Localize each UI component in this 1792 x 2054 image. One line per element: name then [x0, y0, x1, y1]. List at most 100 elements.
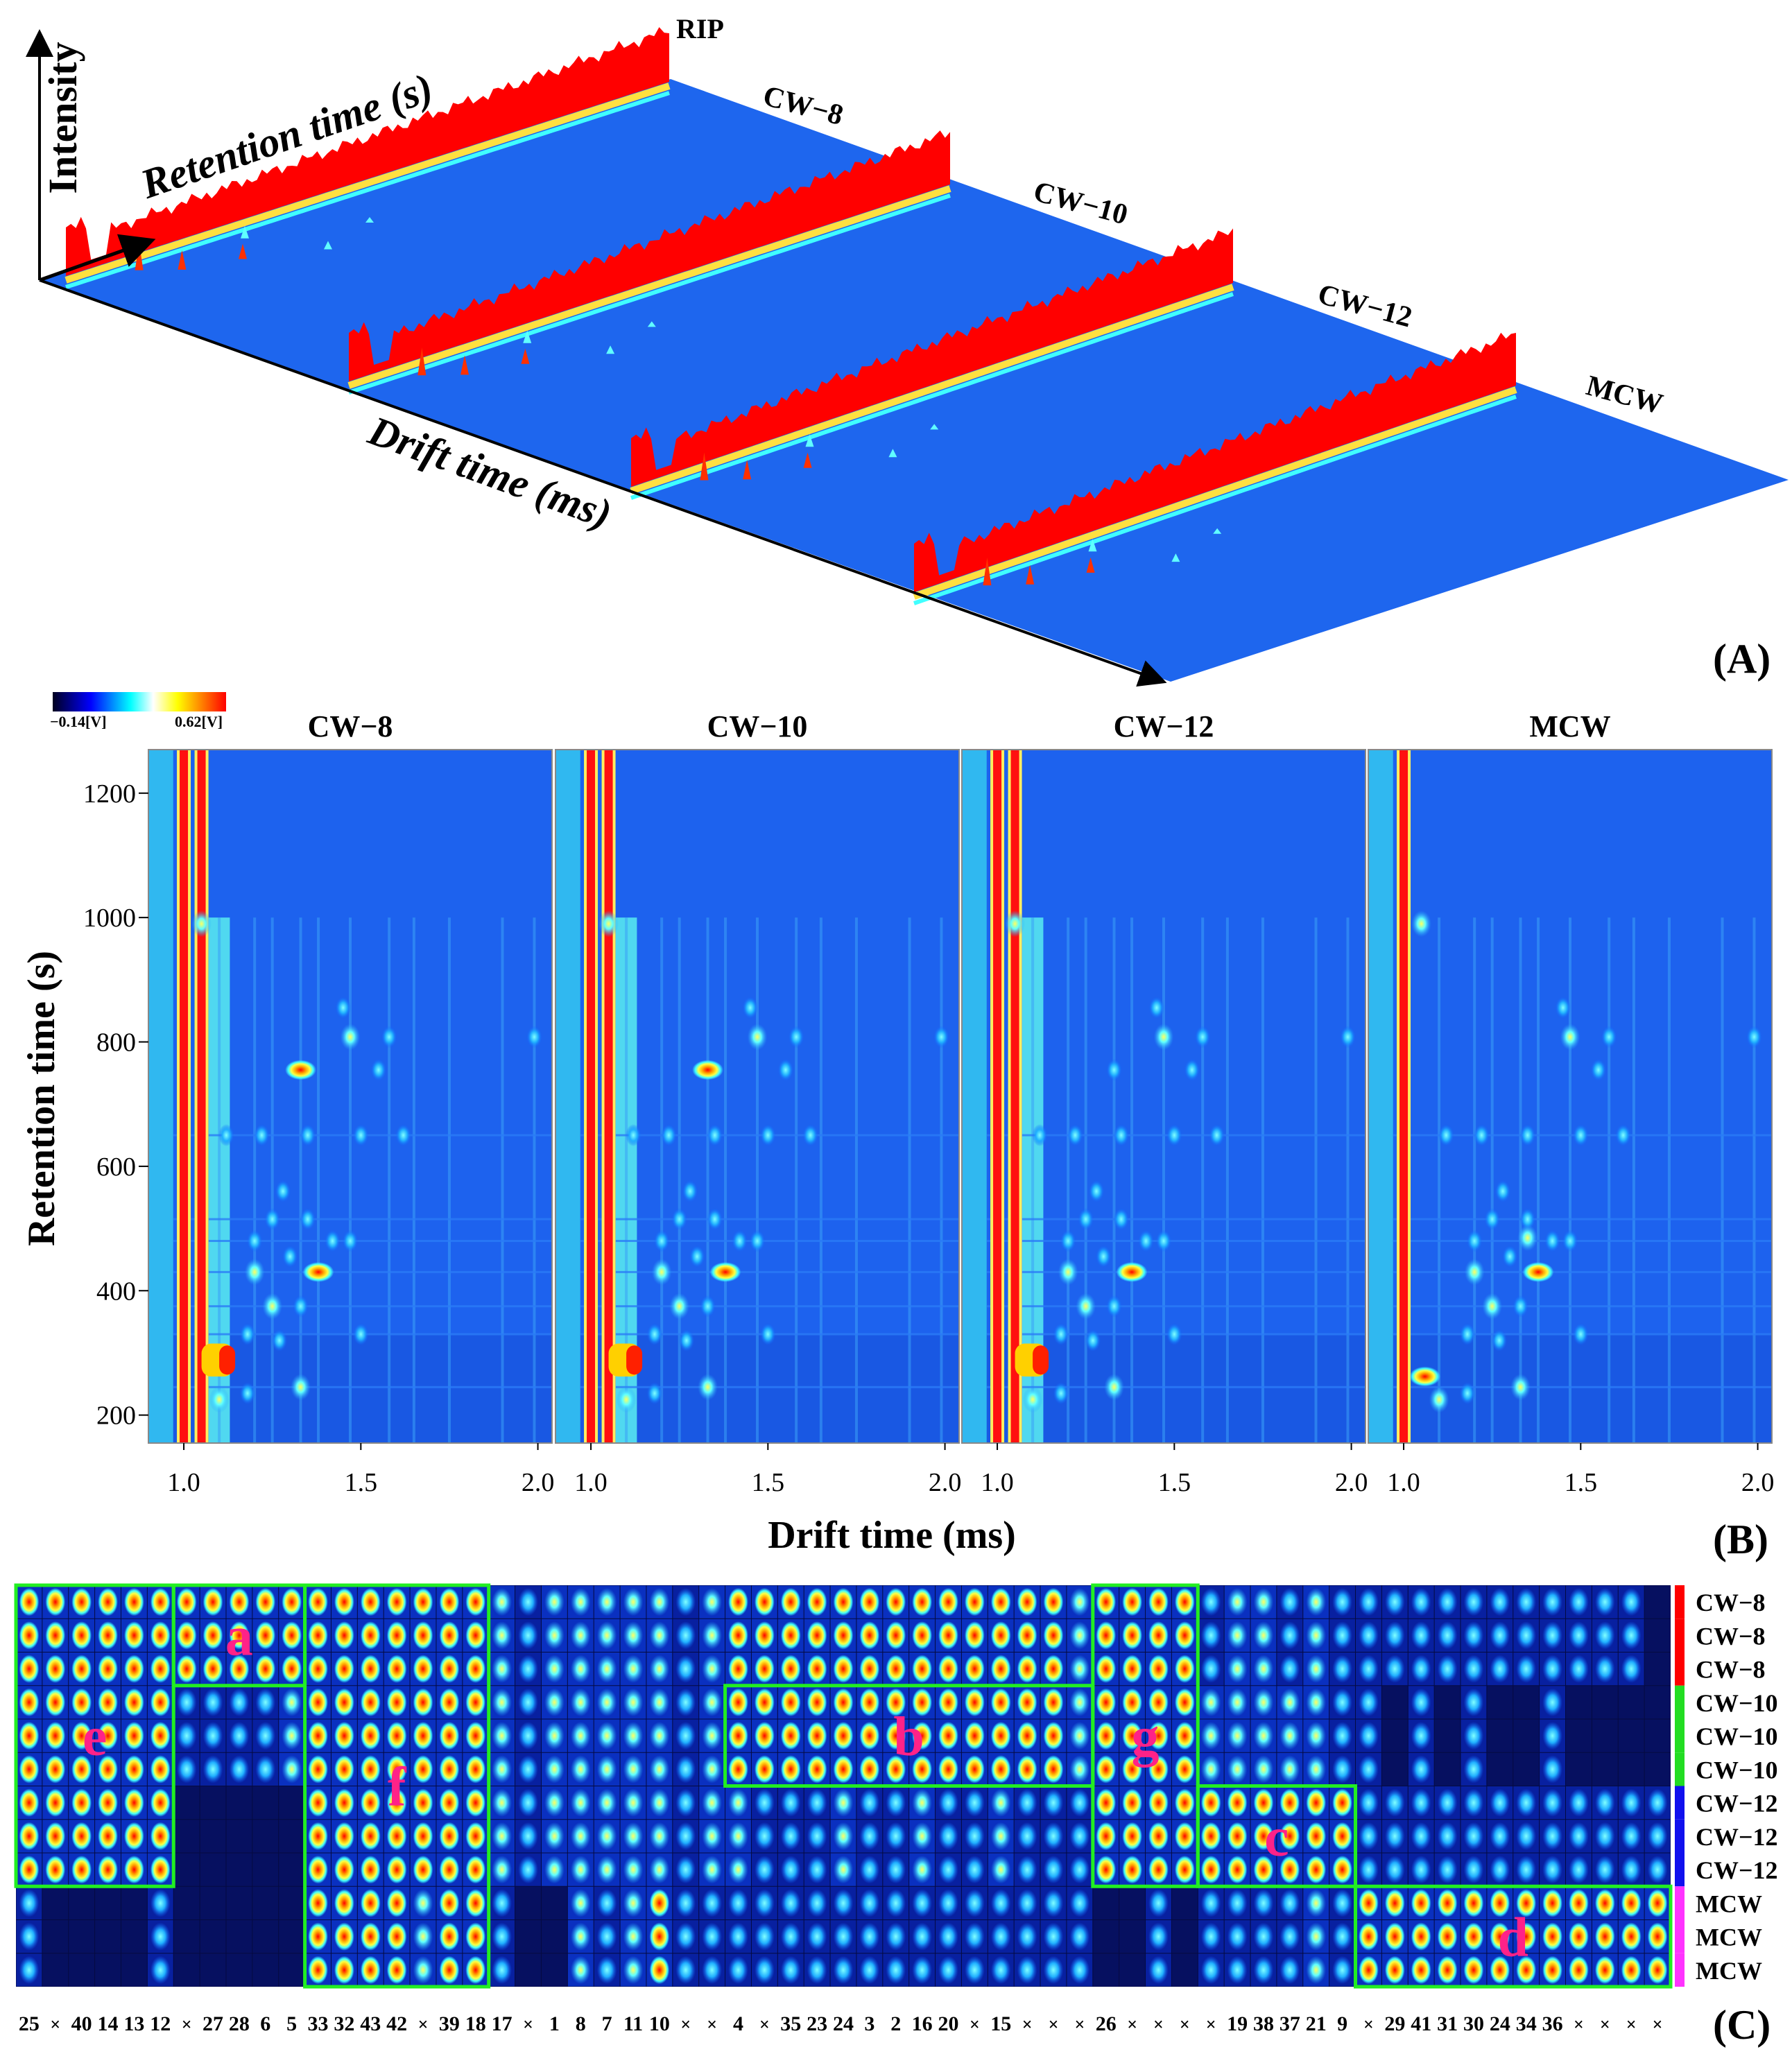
gallery-spot [1122, 1721, 1142, 1750]
peak-spot [1340, 1026, 1356, 1048]
gallery-spot [334, 1855, 354, 1884]
gallery-spot [1647, 1855, 1668, 1884]
horizontal-trace [580, 1305, 959, 1308]
horizontal-trace [173, 1305, 552, 1308]
column-label: 33 [308, 2012, 329, 2035]
surface-peak [239, 243, 247, 259]
gallery-spot [1463, 1721, 1484, 1750]
gallery-spot [1043, 1721, 1064, 1750]
gallery-spot [1437, 1788, 1458, 1817]
gallery-spot [1542, 1822, 1562, 1851]
heatmap-title: CW−8 [308, 709, 393, 743]
gallery-spot [544, 1721, 565, 1750]
gallery-spot [1516, 1587, 1537, 1616]
gallery-spot [45, 1788, 66, 1817]
gallery-spot [912, 1922, 933, 1951]
gallery-spot [1096, 1688, 1117, 1717]
gallery-spot [1569, 1788, 1589, 1817]
gallery-spot [1227, 1621, 1248, 1650]
gallery-cell [1119, 1886, 1146, 1919]
group-box-g [1091, 1583, 1200, 1888]
gallery-spot [1227, 1822, 1248, 1851]
rip-line [604, 750, 613, 1443]
gallery-spot [255, 1587, 276, 1616]
gallery-spot [19, 1688, 40, 1717]
gallery-spot [702, 1621, 723, 1650]
gallery-spot [1200, 1688, 1221, 1717]
gallery-spot [71, 1655, 92, 1683]
peak-spot [802, 1124, 818, 1147]
gallery-spot [1490, 1655, 1510, 1683]
gallery-spot [649, 1889, 670, 1917]
gallery-spot [203, 1688, 223, 1717]
row-label: CW−12 [1696, 1790, 1778, 1818]
gallery-cell [1171, 1886, 1198, 1919]
gallery-spot [1621, 1855, 1642, 1884]
gallery-cell [1592, 1686, 1618, 1719]
gallery-spot [702, 1922, 723, 1951]
gallery-spot [859, 1721, 880, 1750]
gallery-spot [334, 1889, 354, 1917]
gallery-spot [71, 1788, 92, 1817]
gallery-spot [1253, 1621, 1274, 1650]
gallery-spot [833, 1755, 854, 1784]
x-tick-label: 2.0 [522, 1468, 555, 1497]
gallery-spot [1200, 1822, 1221, 1851]
heatmap-content [555, 750, 959, 1443]
gallery-spot [1043, 1822, 1064, 1851]
peak-spot [598, 910, 619, 938]
gallery-spot [754, 1655, 775, 1683]
surface-peak [1171, 553, 1180, 562]
gallery-spot [1096, 1822, 1117, 1851]
left-band [555, 750, 580, 1443]
peak-spot [1466, 1229, 1483, 1252]
gallery-spot [1359, 1956, 1379, 1985]
row-label: CW−12 [1696, 1823, 1778, 1851]
gallery-spot [570, 1721, 591, 1750]
row-color-bar [1675, 1719, 1685, 1753]
gallery-spot [492, 1922, 512, 1951]
heatmap-frame [555, 749, 960, 1444]
gallery-spot [124, 1788, 144, 1817]
vertical-trace [412, 917, 415, 1443]
gallery-spot [465, 1922, 486, 1951]
gallery-spot [886, 1922, 906, 1951]
gallery-spot [938, 1956, 958, 1985]
gallery-cell [1644, 1752, 1671, 1786]
gallery-cell [1434, 1752, 1461, 1786]
rip-ridge-3 [631, 228, 1233, 487]
gallery-spot [1148, 1822, 1169, 1851]
column-label: 38 [1253, 2012, 1274, 2035]
vertical-trace [819, 917, 822, 1443]
gallery-spot [780, 1755, 801, 1784]
peak-spot [653, 1229, 670, 1252]
gallery-spot [938, 1688, 958, 1717]
gallery-spot [386, 1587, 407, 1616]
gallery-spot [1594, 1889, 1615, 1917]
column-label: × [1127, 2014, 1137, 2035]
gallery-spot [1490, 1788, 1510, 1817]
gallery-spot [807, 1922, 827, 1951]
gallery-spot [360, 1889, 381, 1917]
horizontal-trace [986, 1305, 1365, 1308]
gallery-spot [833, 1655, 854, 1683]
vertical-trace [1314, 917, 1318, 1443]
group-letter-f: f [388, 1757, 407, 1818]
gallery-spot [386, 1922, 407, 1951]
gallery-spot [833, 1889, 854, 1917]
gallery-spot [833, 1956, 854, 1985]
gallery-spot [386, 1655, 407, 1683]
peak-spot [300, 1124, 316, 1147]
gallery-spot [1043, 1788, 1064, 1817]
gallery-spot [1542, 1655, 1562, 1683]
surface-peak [324, 241, 332, 250]
gallery-spot [1542, 1755, 1562, 1784]
gallery-spot [1280, 1721, 1300, 1750]
gallery-spot [413, 1922, 433, 1951]
gallery-spot [833, 1688, 854, 1717]
peak-spot [689, 1245, 705, 1268]
gallery-spot [360, 1688, 381, 1717]
gallery-spot [1200, 1755, 1221, 1784]
horizontal-trace [173, 1386, 552, 1388]
gallery-spot [886, 1655, 906, 1683]
